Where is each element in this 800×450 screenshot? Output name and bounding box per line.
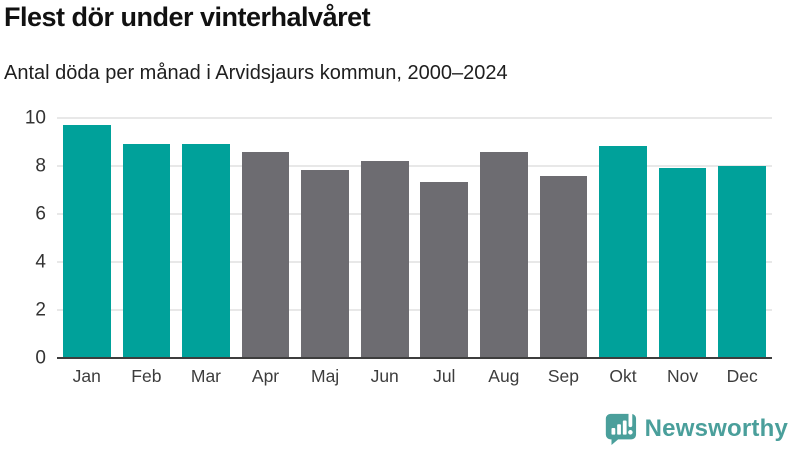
bar-jan xyxy=(62,125,111,358)
gridline xyxy=(57,165,772,167)
gridline xyxy=(57,213,772,215)
bar-jun xyxy=(360,161,409,358)
x-tick-label: Jun xyxy=(370,366,399,386)
y-tick-label: 10 xyxy=(24,107,46,129)
bar-sep xyxy=(539,175,588,358)
x-tick-label: Sep xyxy=(547,366,579,386)
bar-aug xyxy=(480,151,528,358)
bar-dec xyxy=(718,166,766,358)
gridline xyxy=(57,261,772,263)
bar-band xyxy=(236,118,296,358)
logo-bar-medium xyxy=(616,424,621,435)
bar-jul xyxy=(420,181,469,358)
bar-maj xyxy=(301,169,349,358)
x-tick-label: Dec xyxy=(726,366,758,386)
x-tick-label: Jul xyxy=(433,366,456,386)
y-tick-label: 6 xyxy=(35,203,46,225)
x-axis-labels: Jan Feb Mar Apr Maj Jun Jul Aug Sep Okt Nov Dec xyxy=(57,366,772,387)
x-tick-label: Aug xyxy=(488,366,520,386)
x-tick-label: Apr xyxy=(251,366,280,386)
newsworthy-logo-icon xyxy=(605,412,636,446)
bar-band xyxy=(593,118,653,358)
bar-band xyxy=(414,118,474,358)
bar-mar xyxy=(182,144,230,358)
x-tick-label: Jan xyxy=(72,366,101,386)
plot-area xyxy=(57,117,772,359)
logo-bar-small xyxy=(611,428,615,435)
x-tick-label: Okt xyxy=(609,366,637,386)
x-axis-line xyxy=(57,357,772,359)
bar-band xyxy=(712,118,772,358)
bar-okt xyxy=(599,145,647,358)
x-tick-label: Maj xyxy=(311,366,340,386)
brand-footer: Newsworthy xyxy=(603,412,788,446)
bar-band xyxy=(355,118,415,358)
gridline xyxy=(57,309,772,311)
bar-series xyxy=(57,118,772,358)
bar-band xyxy=(474,118,534,358)
x-tick-label: Mar xyxy=(190,366,222,386)
logo-exclamation-dot xyxy=(627,430,633,435)
speech-bubble-shape xyxy=(605,413,636,446)
y-tick-label: 2 xyxy=(35,299,46,321)
bar-nov xyxy=(658,168,707,358)
logo-exclamation-bar xyxy=(628,412,632,428)
y-tick-label: 0 xyxy=(35,347,46,369)
x-tick-label: Feb xyxy=(131,366,162,386)
bar-band xyxy=(117,118,177,358)
bar-band xyxy=(295,118,355,358)
logo-bar-tall xyxy=(622,420,627,435)
chart-subtitle: Antal döda per månad i Arvidsjaurs kommu… xyxy=(4,62,508,84)
bar-feb xyxy=(122,144,171,358)
bar-band xyxy=(653,118,713,358)
bar-band xyxy=(176,118,236,358)
x-tick-label: Nov xyxy=(667,366,699,386)
y-tick-label: 8 xyxy=(35,155,46,177)
brand-name: Newsworthy xyxy=(644,415,788,442)
bar-band xyxy=(534,118,594,358)
bar-band xyxy=(57,118,117,358)
y-tick-label: 4 xyxy=(35,251,46,273)
bar-apr xyxy=(241,151,290,358)
gridline xyxy=(57,117,772,119)
chart-title: Flest dör under vinterhalvåret xyxy=(4,2,371,32)
y-axis-labels: 0 2 4 6 8 10 xyxy=(0,109,46,368)
